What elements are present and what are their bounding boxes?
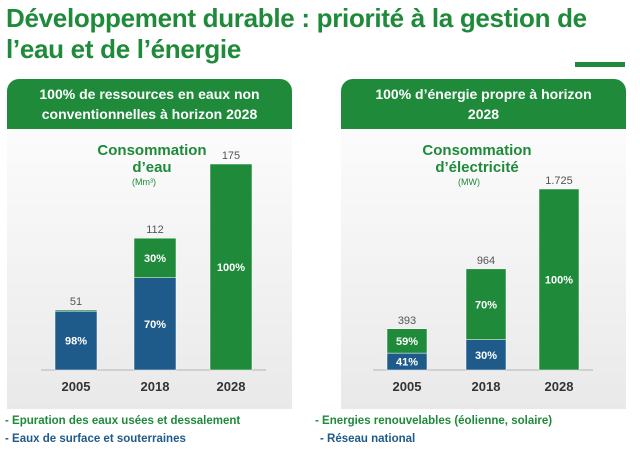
legend-item-surface-water: - Eaux de surface et souterraines <box>5 433 186 445</box>
water-header-line-1: 100% de ressources en eaux non <box>39 86 260 102</box>
bar-total-label: 112 <box>146 224 164 236</box>
segment-percent-label: 30% <box>475 350 497 362</box>
bar-total-label: 964 <box>477 255 495 267</box>
slide-title-line-2: l’eau et de l’énergie <box>6 34 242 64</box>
x-tick-label: 2005 <box>62 379 91 394</box>
segment-percent-label: 70% <box>475 299 497 311</box>
bar-segment-2028-green <box>209 163 253 371</box>
chart-unit-label: (MW) <box>458 177 480 187</box>
legend-item-wastewater: - Epuration des eaux usées et dessalemen… <box>5 415 241 427</box>
bar-segment-2018-green <box>465 268 507 340</box>
bar-total-label: 393 <box>398 315 416 327</box>
segment-percent-label: 100% <box>217 262 245 274</box>
x-tick-label: 2018 <box>141 379 170 394</box>
bar-total-label: 51 <box>70 296 82 308</box>
bar-total-label: 175 <box>222 150 240 162</box>
chart-title-line-1: Consommation <box>422 142 531 159</box>
legend-item-renewables: - Energies renouvelables (éolienne, sola… <box>315 415 553 427</box>
segment-percent-label: 70% <box>144 319 166 331</box>
water-header-line-2: conventionnelles à horizon 2028 <box>41 106 258 122</box>
title-accent-bar <box>575 62 625 67</box>
chart-title-line-2: d’électricité <box>435 159 518 176</box>
water-panel: 100% de ressources en eaux non conventio… <box>7 79 292 409</box>
x-tick-label: 2005 <box>393 379 422 394</box>
x-tick-label: 2028 <box>217 379 246 394</box>
bar-segment-2028-green <box>538 188 580 371</box>
electricity-panel: 100% d’énergie propre à horizon 2028 Con… <box>341 79 626 409</box>
x-tick-label: 2028 <box>545 379 574 394</box>
electricity-legend: - Energies renouvelables (éolienne, sola… <box>315 412 552 448</box>
bar-segment-2005-green <box>386 328 428 354</box>
chart-title-line-2: d’eau <box>132 159 171 176</box>
electricity-panel-header: 100% d’énergie propre à horizon 2028 <box>341 79 626 129</box>
electricity-header-line-2: 2028 <box>467 106 500 122</box>
water-panel-header: 100% de ressources en eaux non conventio… <box>7 79 292 129</box>
segment-percent-label: 100% <box>545 275 573 287</box>
segment-percent-label: 98% <box>65 336 87 348</box>
segment-percent-label: 41% <box>396 357 418 369</box>
x-tick-label: 2018 <box>472 379 501 394</box>
chart-unit-label: (Mm³) <box>132 177 156 187</box>
slide-title: Développement durable : priorité à la ge… <box>6 3 636 65</box>
bar-segment-2018-green <box>133 237 177 278</box>
bar-segment-2005-green <box>54 309 98 312</box>
segment-percent-label: 30% <box>144 253 166 265</box>
legend-item-national-grid: - Réseau national <box>320 433 416 445</box>
bar-total-label: 1.725 <box>545 175 573 187</box>
slide-title-line-1: Développement durable : priorité à la ge… <box>6 3 587 33</box>
bar-segment-2018-blue <box>133 277 177 371</box>
segment-percent-label: 59% <box>396 336 418 348</box>
water-legend: - Epuration des eaux usées et dessalemen… <box>5 412 240 448</box>
chart-title-line-1: Consommation <box>97 142 206 159</box>
electricity-header-line-1: 100% d’énergie propre à horizon <box>375 86 592 102</box>
bar-segment-2018-blue <box>465 339 507 371</box>
